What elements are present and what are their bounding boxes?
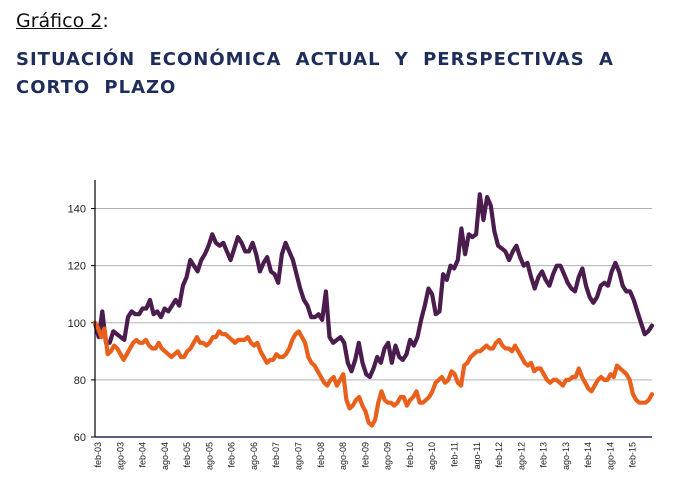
x-tick-label: ago-07 <box>294 442 304 470</box>
x-tick-label: feb-03 <box>93 442 103 468</box>
x-axis-ticks: feb-03 ago-03 feb-04 ago-04 feb-05 ago-05 feb-… <box>93 442 638 470</box>
x-tick-label: feb-11 <box>449 442 459 467</box>
x-tick-label: feb-14 <box>583 442 593 468</box>
series-line-1 <box>92 192 655 380</box>
x-tick-label: ago-05 <box>204 442 214 470</box>
x-tick-label: ago-03 <box>115 442 125 470</box>
x-tick-label: ago-11 <box>472 442 482 469</box>
y-tick-label: 60 <box>74 432 86 444</box>
x-tick-label: ago-12 <box>516 442 526 470</box>
x-tick-label: ago-10 <box>427 442 437 470</box>
figure-number: Gráfico 2 <box>16 10 103 32</box>
figure-label: Gráfico 2: <box>16 10 109 32</box>
x-tick-label: feb-08 <box>316 442 326 468</box>
chart-series <box>92 192 655 428</box>
y-axis-ticks: 60 80 100 120 140 <box>68 204 95 444</box>
x-tick-label: ago-04 <box>160 442 170 470</box>
x-tick-label: feb-15 <box>628 442 638 468</box>
x-tick-label: feb-06 <box>227 442 237 468</box>
y-tick-label: 100 <box>68 318 86 330</box>
x-tick-label: ago-06 <box>249 442 259 470</box>
x-tick-label: feb-13 <box>539 442 549 468</box>
figure-title: SITUACIÓN ECONÓMICA ACTUAL Y PERSPECTIVA… <box>16 49 614 98</box>
chart-axes <box>94 180 652 438</box>
y-tick-label: 80 <box>74 375 86 387</box>
x-tick-label: feb-10 <box>405 442 415 468</box>
x-tick-label: ago-09 <box>383 442 393 470</box>
x-tick-label: ago-14 <box>605 442 615 470</box>
y-tick-label: 120 <box>68 261 86 273</box>
x-tick-label: feb-07 <box>271 442 281 468</box>
figure-label-suffix: : <box>102 10 109 32</box>
x-tick-label: feb-12 <box>494 442 504 468</box>
series-line-2 <box>92 320 655 428</box>
x-tick-label: feb-04 <box>138 442 148 468</box>
x-tick-label: feb-05 <box>182 442 192 468</box>
y-tick-label: 140 <box>68 204 86 216</box>
x-tick-label: feb-09 <box>360 442 370 468</box>
x-tick-label: ago-08 <box>338 442 348 470</box>
x-tick-label: ago-13 <box>561 442 571 470</box>
